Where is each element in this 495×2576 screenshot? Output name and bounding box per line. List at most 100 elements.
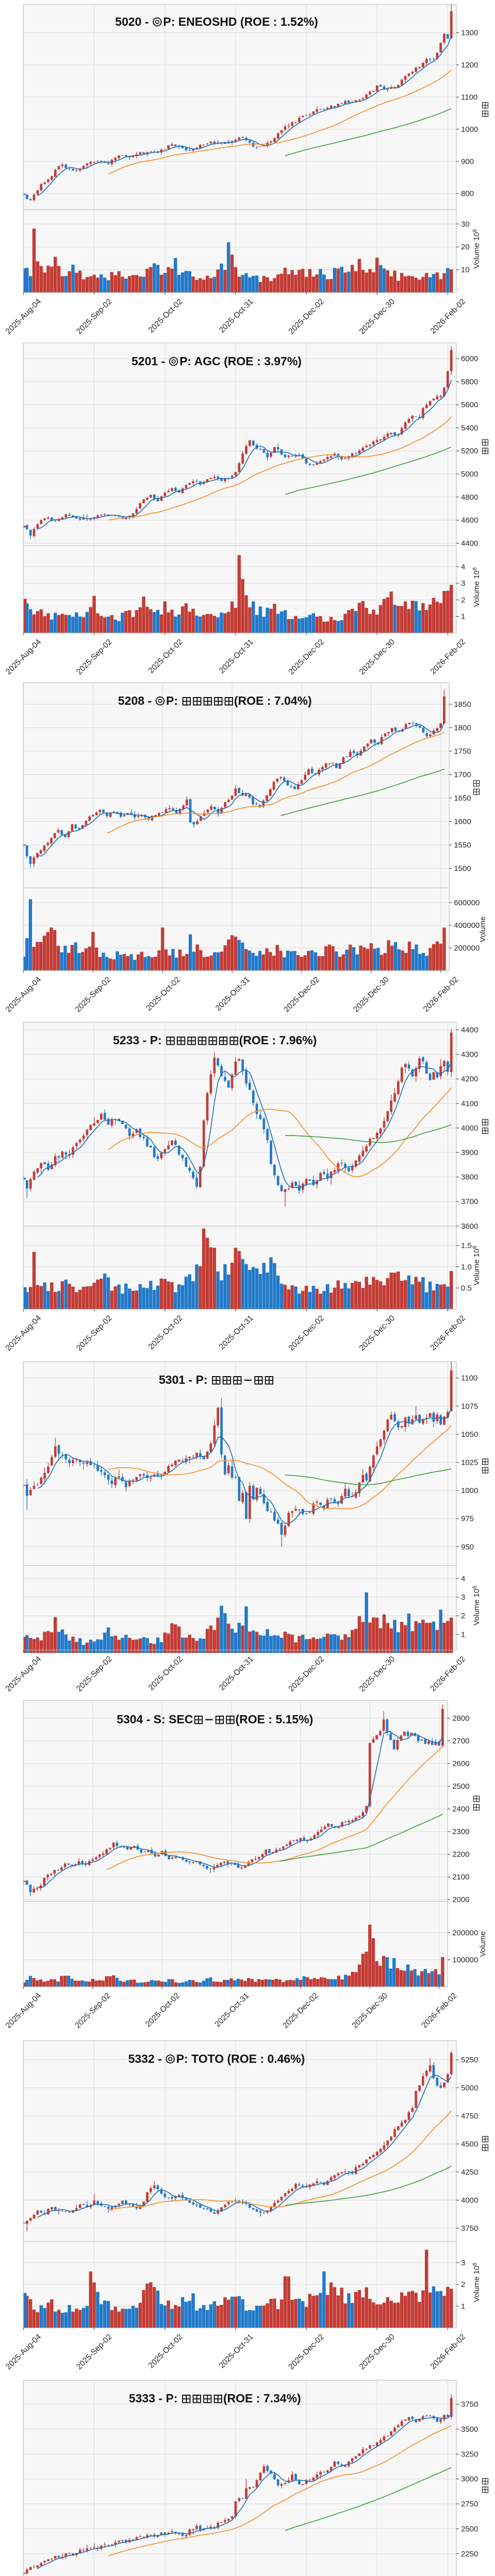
svg-text:400000: 400000	[454, 921, 480, 930]
svg-text:1050: 1050	[461, 1430, 478, 1439]
svg-text:5400: 5400	[461, 423, 478, 432]
svg-text:975: 975	[461, 1515, 474, 1523]
svg-text:4300: 4300	[461, 1050, 478, 1059]
svg-text:1: 1	[461, 2302, 465, 2311]
svg-text:4000: 4000	[461, 2196, 478, 2205]
svg-text:3750: 3750	[461, 2400, 478, 2409]
svg-text:2025-Oct-02: 2025-Oct-02	[147, 638, 185, 675]
svg-text:P: ENEOSHD (ROE : 1.52%): P: ENEOSHD (ROE : 1.52%)	[163, 15, 318, 28]
svg-text:2: 2	[461, 1612, 465, 1620]
svg-text:2025-Dec-30: 2025-Dec-30	[352, 975, 391, 1014]
svg-text:4250: 4250	[461, 2168, 478, 2177]
svg-text:950: 950	[461, 1543, 474, 1551]
svg-text:1075: 1075	[461, 1402, 478, 1411]
svg-text:4750: 4750	[461, 2112, 478, 2121]
svg-text:1100: 1100	[461, 93, 477, 101]
svg-text:2026-Feb-02: 2026-Feb-02	[420, 1991, 459, 2030]
svg-text:1850: 1850	[454, 700, 471, 709]
svg-text:1025: 1025	[461, 1459, 478, 1467]
svg-text:(ROE : 7.96%): (ROE : 7.96%)	[239, 1033, 317, 1047]
svg-text:1.0: 1.0	[461, 1263, 472, 1272]
svg-text:1.5: 1.5	[461, 1242, 472, 1250]
svg-text:2025-Sep-02: 2025-Sep-02	[75, 1314, 113, 1352]
svg-text:100000: 100000	[452, 1956, 478, 1964]
svg-text:1000: 1000	[461, 125, 478, 134]
svg-text:5000: 5000	[461, 470, 478, 479]
svg-text:(ROE : 7.04%): (ROE : 7.04%)	[234, 694, 312, 707]
svg-text:2025-Aug-04: 2025-Aug-04	[4, 637, 43, 676]
svg-text:2025-Sep-02: 2025-Sep-02	[75, 2332, 113, 2371]
svg-text:2000: 2000	[461, 2574, 478, 2576]
svg-text:1: 1	[461, 613, 465, 621]
svg-text:1550: 1550	[454, 841, 471, 850]
svg-text:4600: 4600	[461, 516, 478, 525]
svg-text:P: TOTO (ROE : 0.46%): P: TOTO (ROE : 0.46%)	[176, 2052, 305, 2065]
svg-text:Volume: Volume	[478, 1931, 487, 1957]
svg-text:2025-Aug-04: 2025-Aug-04	[4, 1314, 43, 1353]
svg-text:5332 -: 5332 -	[128, 2052, 162, 2065]
svg-text:800: 800	[461, 190, 474, 198]
svg-text:1650: 1650	[454, 794, 471, 803]
svg-text:5333 - P:: 5333 - P:	[129, 2392, 178, 2405]
svg-text:4: 4	[461, 563, 465, 571]
svg-text:6000: 6000	[461, 354, 478, 363]
svg-text:2025-Oct-31: 2025-Oct-31	[218, 1655, 255, 1692]
svg-text:2025-Sep-02: 2025-Sep-02	[74, 975, 112, 1014]
svg-text:2025-Oct-31: 2025-Oct-31	[218, 638, 255, 675]
svg-text:2025-Dec-30: 2025-Dec-30	[358, 2332, 397, 2371]
svg-text:2025-Oct-31: 2025-Oct-31	[218, 2332, 255, 2370]
svg-text:2025-Sep-02: 2025-Sep-02	[75, 1655, 113, 1693]
svg-text:2025-Dec-02: 2025-Dec-02	[287, 2332, 326, 2371]
svg-text:2025-Dec-30: 2025-Dec-30	[351, 1991, 390, 2030]
svg-text:3250: 3250	[461, 2450, 478, 2459]
svg-text:2025-Dec-02: 2025-Dec-02	[282, 975, 321, 1014]
svg-text:2025-Aug-04: 2025-Aug-04	[4, 1654, 43, 1693]
svg-text:2025-Dec-30: 2025-Dec-30	[358, 1654, 397, 1693]
svg-text:5020 -: 5020 -	[115, 15, 148, 28]
svg-text:2025-Oct-02: 2025-Oct-02	[147, 297, 185, 335]
svg-text:4000: 4000	[461, 1124, 478, 1132]
svg-text:4400: 4400	[461, 539, 478, 548]
svg-text:4400: 4400	[461, 1026, 478, 1035]
svg-text:2: 2	[461, 2280, 465, 2289]
svg-text:2025-Dec-30: 2025-Dec-30	[358, 297, 397, 336]
svg-text:3600: 3600	[461, 1222, 478, 1231]
svg-text:2025-Oct-31: 2025-Oct-31	[218, 297, 255, 335]
svg-text:2750: 2750	[461, 2500, 478, 2509]
svg-text:2400: 2400	[452, 1805, 469, 1814]
svg-text:3: 3	[461, 579, 465, 588]
svg-text:2500: 2500	[452, 1782, 469, 1791]
svg-text:600000: 600000	[454, 899, 480, 907]
svg-text:5208 -: 5208 -	[118, 694, 152, 707]
svg-text:2025-Oct-02: 2025-Oct-02	[147, 1655, 185, 1692]
svg-text:2025-Dec-30: 2025-Dec-30	[358, 637, 397, 676]
svg-text:2025-Aug-04: 2025-Aug-04	[4, 297, 43, 336]
svg-text:2026-Feb-02: 2026-Feb-02	[422, 975, 460, 1014]
svg-text:5304 - S: SEC: 5304 - S: SEC	[117, 1713, 193, 1726]
svg-text:Volume 106: Volume 106	[472, 567, 481, 607]
svg-text:3700: 3700	[461, 1197, 478, 1206]
svg-text:5200: 5200	[461, 447, 478, 455]
svg-text:Volume 106: Volume 106	[472, 1586, 481, 1625]
svg-text:2025-Oct-02: 2025-Oct-02	[147, 1314, 185, 1351]
svg-text:2025-Dec-30: 2025-Dec-30	[358, 1314, 397, 1353]
svg-text:5000: 5000	[461, 2083, 478, 2092]
svg-text:2800: 2800	[452, 1714, 469, 1723]
svg-text:3800: 3800	[461, 1173, 478, 1182]
svg-text:1000: 1000	[461, 1486, 478, 1495]
svg-text:2025-Oct-31: 2025-Oct-31	[213, 1991, 251, 2029]
svg-text:Volume 106: Volume 106	[472, 1246, 481, 1285]
svg-text:200000: 200000	[454, 944, 480, 953]
svg-text:4800: 4800	[461, 493, 478, 502]
svg-text:20: 20	[461, 243, 470, 251]
svg-text:3: 3	[461, 2259, 465, 2267]
svg-text:1: 1	[461, 1630, 465, 1639]
svg-text:0.5: 0.5	[461, 1284, 472, 1293]
svg-text:2025-Oct-31: 2025-Oct-31	[218, 1314, 255, 1351]
svg-text:5301 - P:: 5301 - P:	[159, 1373, 208, 1386]
svg-text:2100: 2100	[452, 1873, 469, 1882]
svg-text:Volume: Volume	[478, 917, 487, 942]
svg-text:Volume 106: Volume 106	[472, 2263, 481, 2302]
svg-text:2200: 2200	[452, 1850, 469, 1859]
svg-text:2025-Aug-04: 2025-Aug-04	[4, 1991, 43, 2030]
